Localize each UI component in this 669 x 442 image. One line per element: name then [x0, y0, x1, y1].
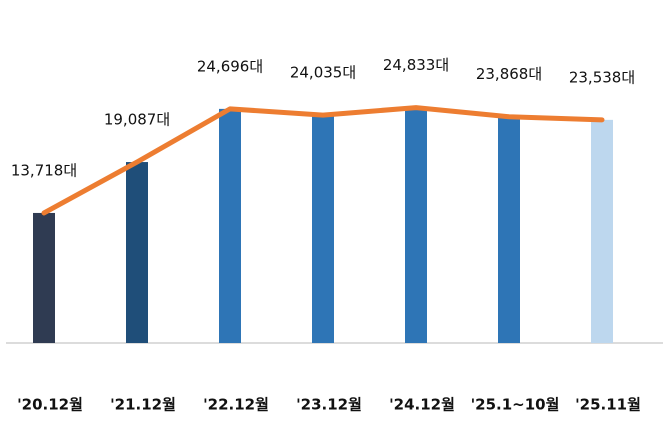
category-label: '25.1~10월: [471, 396, 560, 414]
category-label: '22.12월: [203, 396, 269, 414]
bar: [126, 162, 148, 343]
value-label: 24,035대: [290, 64, 356, 82]
category-label: '24.12월: [389, 396, 455, 414]
value-label: 24,696대: [197, 57, 263, 75]
bar: [219, 108, 241, 343]
category-label: '20.12월: [17, 396, 83, 414]
bar: [498, 116, 520, 344]
bar: [405, 107, 427, 343]
category-label: '21.12월: [110, 396, 176, 414]
bar: [33, 212, 55, 343]
category-label: '23.12월: [296, 396, 362, 414]
value-label: 23,538대: [569, 68, 635, 86]
value-label: 23,868대: [476, 65, 542, 83]
category-label: '25.11월: [575, 396, 641, 414]
value-label: 13,718대: [11, 161, 77, 179]
value-label: 19,087대: [104, 111, 170, 129]
line: [41, 105, 605, 216]
value-label: 24,833대: [383, 56, 449, 74]
bar: [312, 115, 334, 344]
bar: [591, 119, 613, 343]
